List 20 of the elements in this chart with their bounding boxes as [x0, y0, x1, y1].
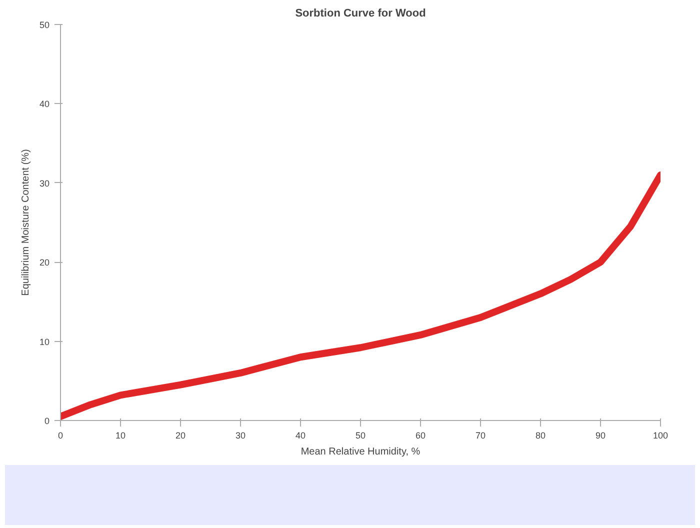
x-tick-label: 40 [295, 430, 306, 440]
x-tick-label: 90 [595, 430, 606, 440]
y-tick-label: 40 [39, 99, 50, 110]
y-tick-label: 0 [44, 416, 50, 426]
y-tick-label: 30 [39, 178, 50, 188]
y-tick-label: 10 [39, 336, 50, 347]
y-tick-label: 20 [39, 258, 50, 268]
x-tick-label: 10 [115, 430, 126, 440]
x-tick-label: 30 [235, 430, 246, 440]
x-tick-label: 20 [175, 430, 186, 440]
x-tick-label: 70 [475, 430, 486, 440]
y-tick-label: 50 [39, 20, 50, 30]
y-axis-title: Equilibrium Moisture Content (%) [20, 149, 32, 296]
x-tick-label: 0 [58, 430, 64, 440]
x-tick-label: 50 [355, 430, 366, 440]
x-tick-label: 60 [415, 430, 426, 440]
x-tick-label: 100 [652, 430, 668, 440]
x-axis-title: Mean Relative Humidity, % [300, 446, 420, 458]
chart-title: Sorbtion Curve for Wood [295, 8, 426, 20]
x-tick-label: 80 [535, 430, 546, 440]
